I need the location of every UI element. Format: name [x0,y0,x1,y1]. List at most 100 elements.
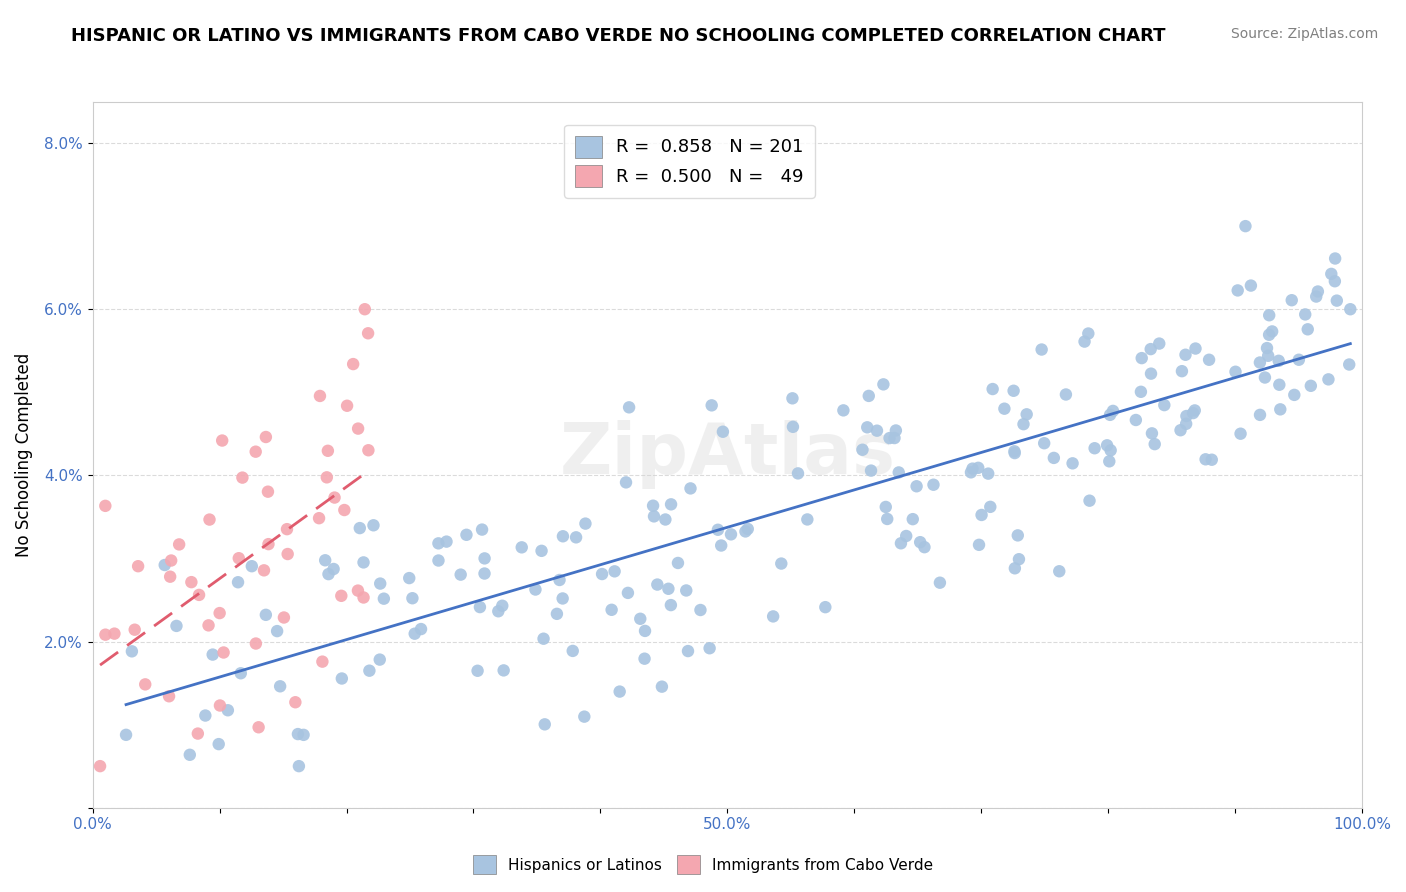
Point [814,600,837,615]
Point [699,641,721,656]
Point [856,420,879,434]
Point [284,695,307,709]
Point [180,575,202,590]
Point [1299,379,1322,393]
Point [254,430,277,444]
Point [228,551,250,566]
Point [1254,370,1277,384]
Point [710,539,733,553]
Point [349,521,371,535]
Point [977,467,1000,481]
Point [404,626,426,640]
Point [734,524,756,539]
Text: HISPANIC OR LATINO VS IMMIGRANTS FROM CABO VERDE NO SCHOOLING COMPLETED CORRELAT: HISPANIC OR LATINO VS IMMIGRANTS FROM CA… [72,27,1166,45]
Point [201,648,224,662]
Point [510,541,533,555]
Point [1125,413,1147,427]
Point [787,467,810,481]
Point [1140,367,1163,381]
Point [1339,302,1361,317]
Point [1270,402,1292,417]
Y-axis label: No Schooling Completed: No Schooling Completed [15,352,32,557]
Point [89,759,111,773]
Point [679,482,702,496]
Point [330,672,353,686]
Point [905,479,928,493]
Point [1198,352,1220,367]
Point [614,475,637,490]
Point [659,598,682,612]
Point [551,591,574,606]
Point [1143,437,1166,451]
Point [1099,443,1122,458]
Point [1306,285,1329,299]
Point [1267,353,1289,368]
Point [245,444,267,458]
Point [1004,561,1026,575]
Point [1047,564,1070,578]
Point [1129,384,1152,399]
Point [914,540,936,554]
Point [1043,450,1066,465]
Point [1099,408,1122,422]
Point [676,644,699,658]
Point [1171,364,1194,378]
Point [336,399,359,413]
Point [979,500,1001,514]
Point [1234,219,1257,234]
Point [409,622,432,636]
Point [832,403,855,417]
Point [634,624,657,638]
Point [273,610,295,624]
Point [651,680,673,694]
Point [1174,348,1197,362]
Point [231,470,253,484]
Point [876,512,898,526]
Point [617,401,640,415]
Point [373,591,395,606]
Point [533,717,555,731]
Point [229,666,252,681]
Point [1256,341,1278,355]
Point [1012,417,1035,432]
Point [981,382,1004,396]
Point [884,424,907,438]
Point [960,466,983,480]
Point [851,442,873,457]
Point [188,588,211,602]
Point [1054,387,1077,401]
Point [357,326,380,341]
Point [314,553,336,567]
Point [896,529,918,543]
Point [700,398,723,412]
Point [159,570,181,584]
Point [643,509,665,524]
Point [908,535,931,549]
Text: Source: ZipAtlas.com: Source: ZipAtlas.com [1230,27,1378,41]
Point [468,600,491,615]
Point [257,484,280,499]
Point [277,547,299,561]
Point [160,553,183,567]
Point [970,508,993,522]
Point [347,421,370,435]
Point [121,644,143,658]
Point [782,419,804,434]
Point [707,523,730,537]
Point [197,618,219,632]
Point [928,575,950,590]
Point [1182,406,1205,420]
Point [647,577,669,591]
Point [657,582,679,596]
Point [546,607,568,621]
Point [1249,408,1271,422]
Point [1002,444,1025,458]
Point [1139,342,1161,356]
Point [1153,398,1175,412]
Point [609,684,631,698]
Point [492,664,515,678]
Point [1240,278,1263,293]
Point [1288,352,1310,367]
Point [269,679,291,693]
Point [115,728,138,742]
